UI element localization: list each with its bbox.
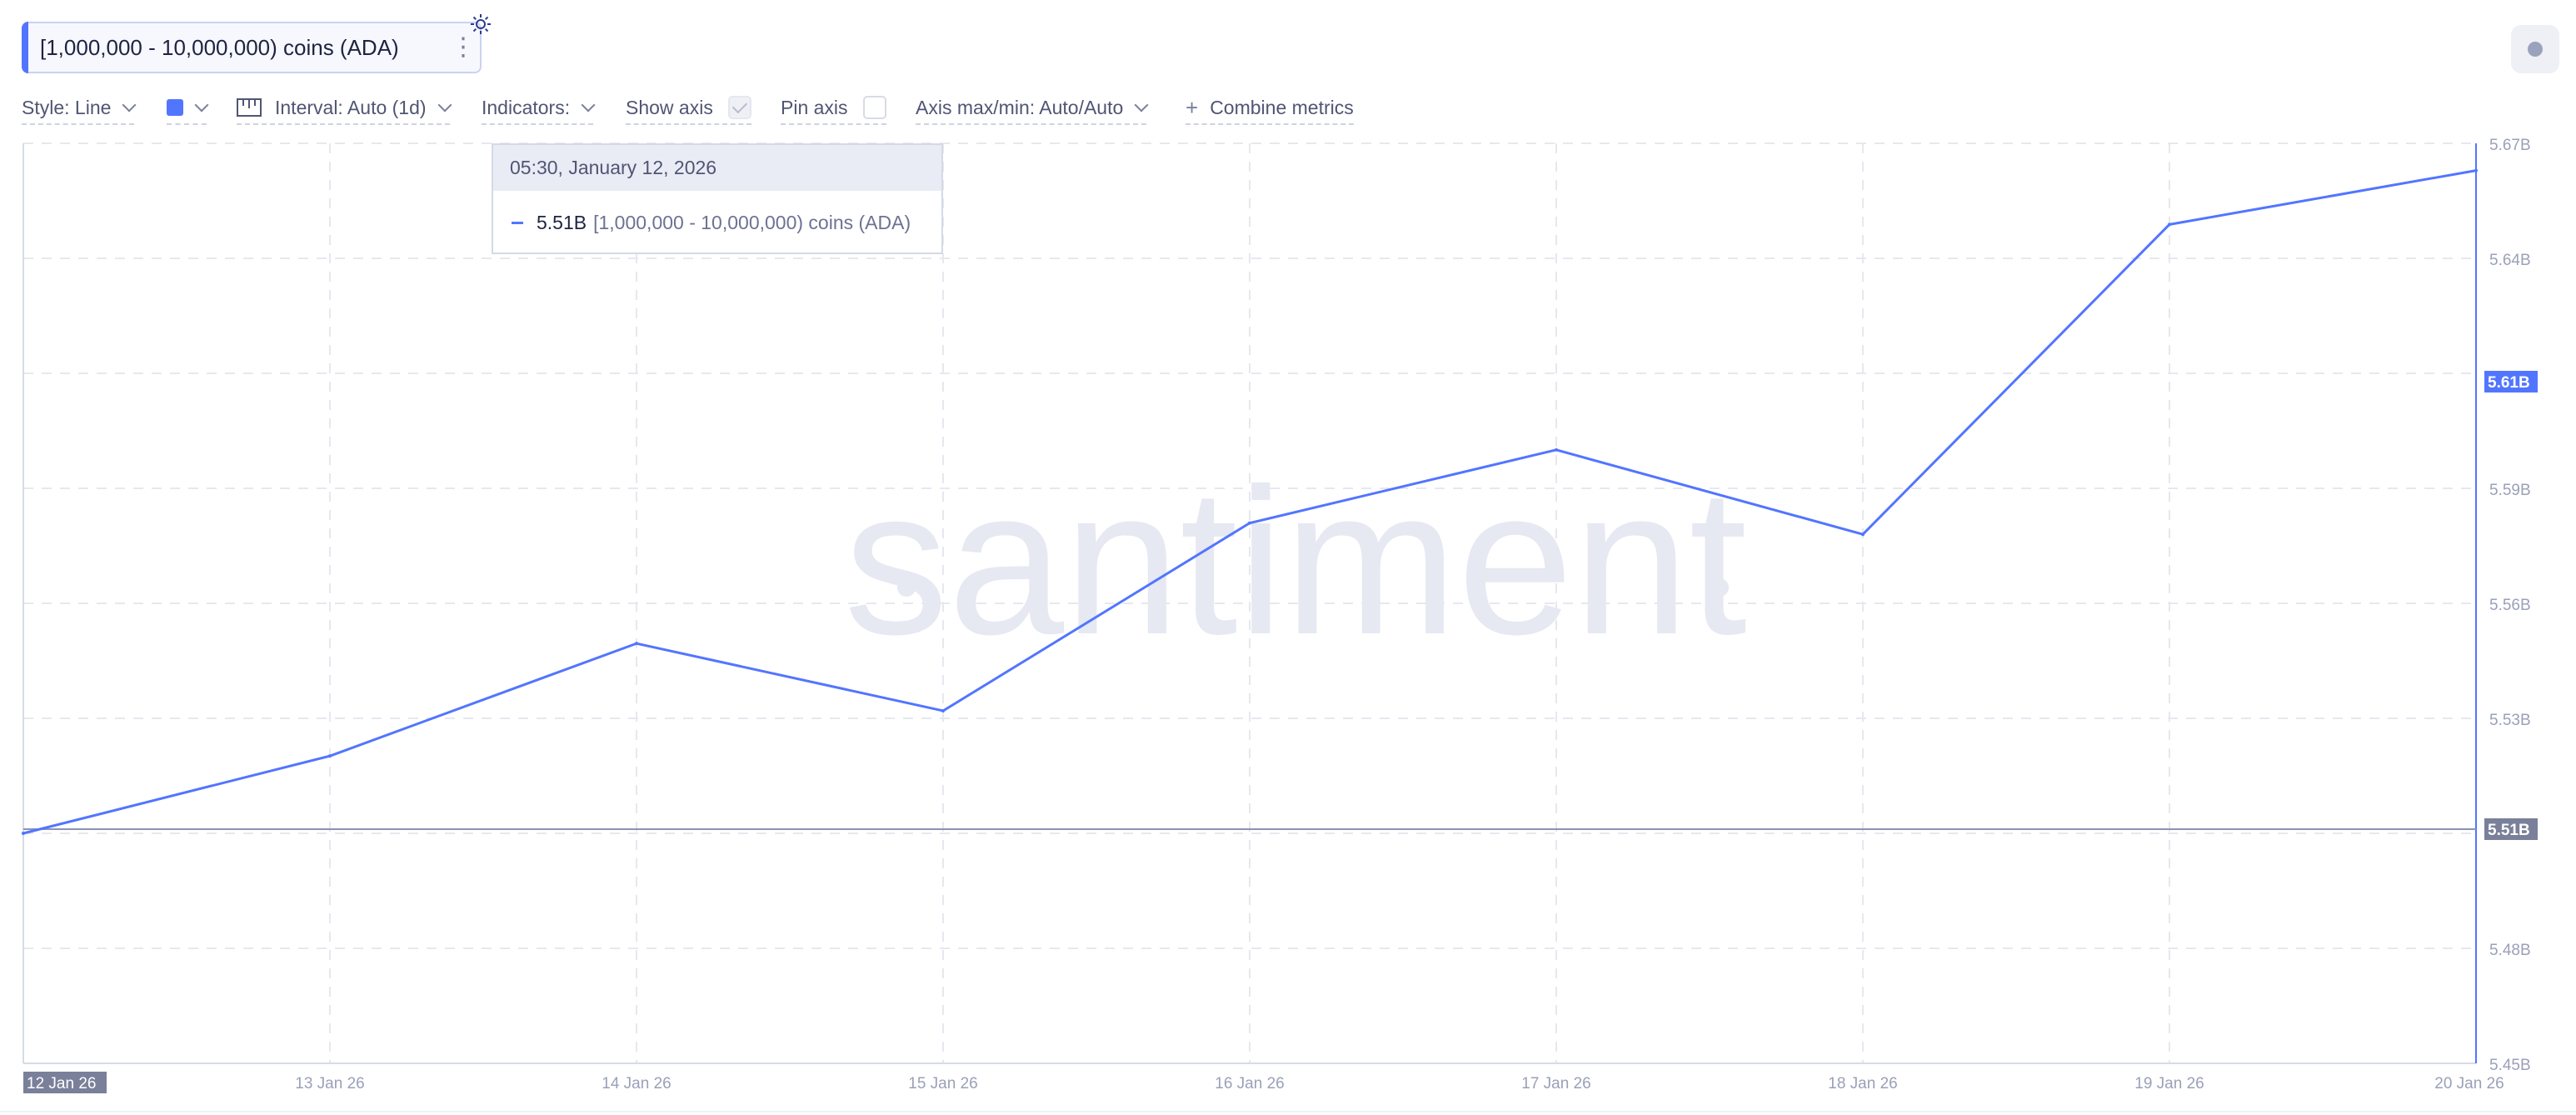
settings-toggle-button[interactable] [2511,25,2559,73]
style-label: Style: Line [22,96,112,118]
data-point [1248,521,1251,525]
indicators-label: Indicators: [482,96,571,118]
metric-color-accent [22,22,28,73]
x-tick-label: 20 Jan 26 [2434,1075,2504,1092]
watermark: santiment [844,445,1747,678]
toggle-dot-icon [2528,42,2543,57]
axis-maxmin-label: Axis max/min: Auto/Auto [916,96,1124,118]
data-point [941,708,945,712]
metric-label: [1,000,000 - 10,000,000) coins (ADA) [40,34,399,60]
data-point [1555,448,1558,452]
data-point [2168,222,2171,227]
ruler-icon [237,98,262,117]
watermark-dot-right [1710,578,1729,597]
show-axis-label: Show axis [626,96,713,118]
tooltip-series-name: [1,000,000 - 10,000,000) coins (ADA) [593,211,911,233]
tooltip-value: 5.51B [537,211,587,233]
pin-axis-label: Pin axis [781,96,848,118]
color-picker[interactable] [167,92,209,125]
x-tick-label: 15 Jan 26 [908,1075,977,1092]
y-tick-label: 5.45B [2489,1057,2531,1074]
x-tick-label: 14 Jan 26 [602,1075,671,1092]
chart-tooltip: 05:30, January 12, 2026 5.51B [1,000,000… [492,143,943,254]
x-tick-label: 19 Jan 26 [2134,1075,2204,1092]
crosshair-value-badge [2484,818,2538,840]
y-tick-label: 5.64B [2489,252,2531,269]
tooltip-series-swatch [512,221,523,224]
y-tick-label: 5.48B [2489,942,2531,959]
show-axis-toggle[interactable]: Show axis [626,92,751,125]
x-tick-label: 18 Jan 26 [1828,1075,1897,1092]
pin-axis-toggle[interactable]: Pin axis [781,92,886,125]
y-tick-label: 5.56B [2489,597,2531,614]
x-tick-label: 16 Jan 26 [1215,1075,1284,1092]
data-point [22,832,25,835]
watermark-dot-left [897,578,916,597]
show-axis-checkbox[interactable] [727,96,751,119]
y-tick-label: 5.53B [2489,712,2531,729]
axis-labels: 5.67B 5.64B 5.59B 5.56B 5.53B 5.48B 5.45B 5.61B… [23,137,2538,1093]
tooltip-row: 5.51B [1,000,000 - 10,000,000) coins (AD… [493,191,941,254]
x-tick-label: 17 Jan 26 [1521,1075,1590,1092]
series-color-swatch [167,99,183,116]
axis-maxmin-dropdown[interactable]: Axis max/min: Auto/Auto [916,92,1149,125]
x-tick-label-highlighted: 12 Jan 26 [27,1075,96,1092]
crosshair-date-badge [23,1072,107,1093]
crosshair-value-label: 5.51B [2488,822,2530,839]
x-tick-label: 13 Jan 26 [295,1075,364,1092]
data-point [2474,168,2478,172]
chart-axes [0,143,2576,1112]
series-layer [22,168,2478,835]
combine-metrics-label: Combine metrics [1210,96,1354,118]
y-tick-label: 5.67B [2489,137,2531,154]
pin-axis-checkbox[interactable] [862,96,886,119]
data-point [1861,532,1865,537]
interval-label: Interval: Auto (1d) [275,96,427,118]
plus-icon: + [1186,94,1199,120]
interval-dropdown[interactable]: Interval: Auto (1d) [237,92,452,125]
more-options-icon[interactable]: ⋮ [451,33,476,61]
indicators-dropdown[interactable]: Indicators: [482,92,596,125]
data-point [635,642,638,646]
current-value-label: 5.61B [2488,374,2530,392]
sun-icon[interactable] [470,13,492,35]
current-value-badge [2484,371,2538,392]
metric-chip[interactable]: [1,000,000 - 10,000,000) coins (ADA) ⋮ [22,22,482,73]
data-point [328,754,332,758]
combine-metrics-button[interactable]: + Combine metrics [1186,92,1354,125]
style-dropdown[interactable]: Style: Line [22,92,137,125]
tooltip-date: 05:30, January 12, 2026 [493,145,941,191]
y-tick-label: 5.59B [2489,482,2531,499]
